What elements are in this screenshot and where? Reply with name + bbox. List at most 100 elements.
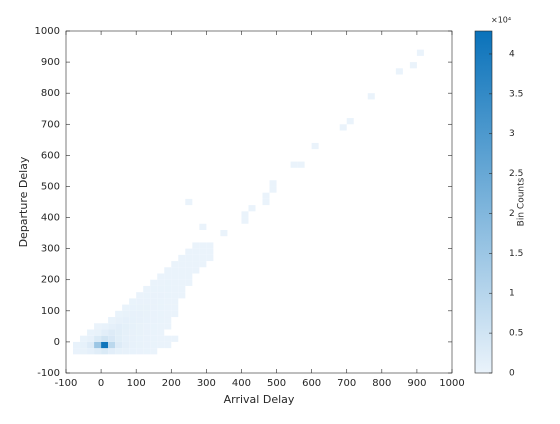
histogram-tile (157, 329, 165, 336)
histogram-tile (185, 248, 193, 255)
histogram-tile (269, 186, 277, 193)
histogram-tile (171, 335, 179, 342)
histogram-tile (129, 304, 137, 311)
y-tick-label: 400 (41, 213, 60, 224)
colorbar-tick-label: 1 (509, 289, 515, 299)
histogram-tile (171, 292, 179, 299)
histogram-tile (87, 348, 95, 355)
histogram-tile (108, 317, 116, 324)
histogram-tile (192, 261, 200, 268)
histogram-tile (164, 335, 172, 342)
histogram-tile (150, 285, 158, 293)
y-tick-label: 300 (41, 244, 60, 255)
colorbar-tick-label: 3.5 (509, 89, 523, 99)
histogram-tile (150, 329, 158, 336)
histogram-tile (115, 317, 123, 324)
histogram-tile (150, 335, 158, 342)
histogram-tile (171, 261, 179, 268)
histogram-tile (80, 335, 88, 342)
histogram-tile (136, 317, 144, 324)
histogram-tile (94, 341, 102, 349)
histogram-tile (115, 341, 123, 349)
histogram-tile (80, 341, 88, 349)
histogram-tile (171, 285, 179, 293)
x-tick-label: 600 (302, 378, 321, 389)
y-tick-label: 800 (41, 88, 60, 99)
histogram-tile (94, 329, 102, 336)
histogram-tile (122, 323, 130, 330)
histogram-tile (115, 310, 123, 318)
histogram-tile (150, 348, 158, 355)
histogram-tile (157, 292, 165, 299)
y-tick-label: 600 (41, 150, 60, 161)
histogram-tile (157, 323, 165, 330)
histogram-tile (101, 348, 109, 355)
histogram-tile (115, 335, 123, 342)
histogram-tile (171, 267, 179, 274)
x-tick-label: 900 (407, 378, 426, 389)
colorbar-tick-label: 2 (509, 209, 515, 219)
histogram-tile (80, 348, 88, 355)
y-tick-label: 200 (41, 275, 60, 286)
histogram-tile (178, 292, 186, 299)
histogram-tile (311, 142, 319, 150)
histogram-tile (367, 93, 375, 100)
histogram-tile (164, 323, 172, 330)
histogram-tile (101, 323, 109, 330)
histogram-tile (164, 310, 172, 318)
histogram-tile (192, 248, 200, 255)
histogram-tile (108, 348, 116, 355)
histogram-tile (157, 341, 165, 349)
histogram-tile (206, 254, 214, 262)
histogram-tile (94, 335, 102, 342)
histogram-tile (143, 335, 151, 342)
histogram-tile (164, 304, 172, 311)
histogram-tile (101, 329, 109, 336)
histogram-tile (122, 304, 130, 311)
histogram-tile (136, 323, 144, 330)
y-tick-label: 700 (41, 119, 60, 130)
histogram-tile (150, 317, 158, 324)
histogram-tile (178, 261, 186, 268)
histogram-tile (395, 68, 403, 75)
histogram-tile (185, 267, 193, 274)
histogram-tile (143, 304, 151, 311)
histogram-tile (73, 348, 81, 355)
histogram-tile (199, 242, 207, 249)
histogram-tile (178, 279, 186, 286)
histogram-tile (101, 341, 109, 349)
histogram-tile (129, 317, 137, 324)
histogram-tile (136, 292, 144, 299)
histogram-tile (171, 279, 179, 286)
histogram-tile (269, 180, 277, 187)
x-tick-label: 1000 (439, 378, 464, 389)
histogram-tile (220, 229, 228, 237)
histogram-tile (94, 348, 102, 355)
histogram-tile (185, 273, 193, 280)
histogram-tile (108, 329, 116, 336)
histogram-tile (241, 217, 249, 224)
histogram-tile (73, 341, 81, 349)
histogram-tile (339, 124, 347, 131)
histogram-tile (157, 279, 165, 286)
histogram-tile (143, 348, 151, 355)
x-tick-label: 800 (372, 378, 391, 389)
histogram-tile (164, 341, 172, 349)
histogram-tile (122, 310, 130, 318)
y-tick-label: 0 (54, 337, 60, 348)
histogram-tile (136, 341, 144, 349)
histogram-tile (87, 341, 95, 349)
x-tick-label: 100 (127, 378, 146, 389)
histogram-tile (164, 285, 172, 293)
histogram-tile (206, 242, 214, 249)
histogram-tile (129, 335, 137, 342)
histogram-tile (199, 254, 207, 262)
colorbar-tick-label: 2.5 (509, 169, 523, 179)
histogram-tile (262, 198, 270, 206)
colorbar-label: Bin Counts (517, 177, 527, 226)
histogram-tile (171, 298, 179, 305)
histogram-tile (143, 292, 151, 299)
histogram-tile (164, 267, 172, 274)
histogram-tile (262, 192, 270, 199)
histogram-tile (157, 273, 165, 280)
